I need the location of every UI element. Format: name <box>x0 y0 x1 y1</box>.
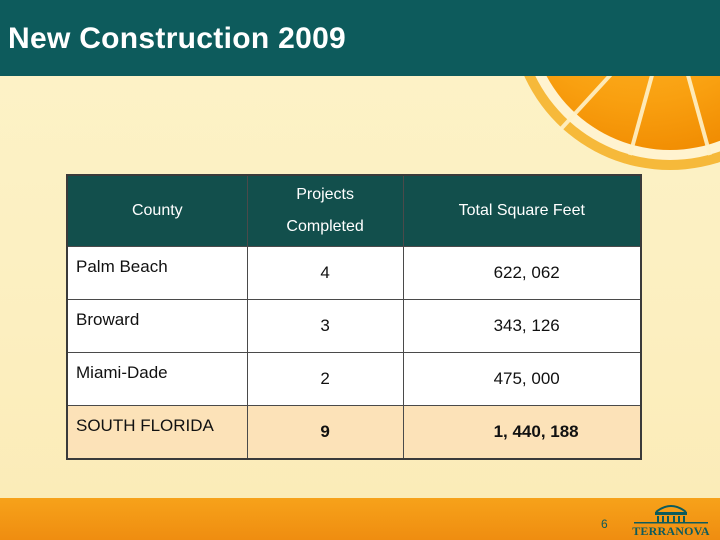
footer-bar <box>0 498 720 540</box>
header-projects-line2: Completed <box>286 218 364 235</box>
cell-sqft: 475, 000 <box>402 352 642 406</box>
cell-county: Broward <box>66 299 248 353</box>
cell-total-sqft: 1, 440, 188 <box>402 405 642 460</box>
construction-table: County Projects Completed Total Square F… <box>66 174 642 460</box>
table-row: Broward 3 343, 126 <box>66 299 642 353</box>
table-total-row: SOUTH FLORIDA 9 1, 440, 188 <box>66 405 642 460</box>
cell-total-projects: 9 <box>246 405 404 460</box>
cell-county: Miami-Dade <box>66 352 248 406</box>
cell-sqft: 622, 062 <box>402 246 642 300</box>
cell-sqft: 343, 126 <box>402 299 642 353</box>
header-county: County <box>66 174 248 247</box>
title-bar <box>0 0 720 76</box>
cell-projects: 4 <box>246 246 404 300</box>
cell-projects: 2 <box>246 352 404 406</box>
table-row: Miami-Dade 2 475, 000 <box>66 352 642 406</box>
page-number: 6 <box>601 517 608 531</box>
header-total-square-feet: Total Square Feet <box>402 174 642 247</box>
header-projects-completed: Projects Completed <box>246 174 404 247</box>
table-header-row: County Projects Completed Total Square F… <box>66 174 642 247</box>
terranova-logo-icon <box>634 505 708 524</box>
table-row: Palm Beach 4 622, 062 <box>66 246 642 300</box>
cell-county: Palm Beach <box>66 246 248 300</box>
slide-title: New Construction 2009 <box>8 22 347 55</box>
logo-text: TERRANOVA <box>632 524 710 538</box>
cell-projects: 3 <box>246 299 404 353</box>
cell-total-county: SOUTH FLORIDA <box>66 405 248 460</box>
header-projects-line1: Projects <box>296 186 354 203</box>
